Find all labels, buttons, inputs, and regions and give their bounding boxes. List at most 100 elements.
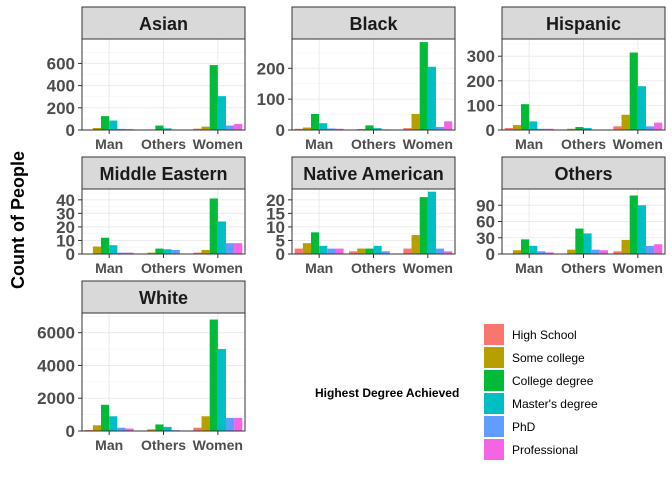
x-tick-label: Others xyxy=(561,260,606,276)
bar-middle-eastern-women-high-school xyxy=(193,252,202,254)
bar-white-man-college-degree xyxy=(101,404,110,431)
legend-key-professional xyxy=(484,439,504,460)
y-tick-label: 400 xyxy=(47,77,75,96)
bar-native-american-others-some-college xyxy=(357,248,366,254)
bar-native-american-women-college-degree xyxy=(419,197,428,254)
bar-white-man-some-college xyxy=(92,425,102,431)
panel-border xyxy=(501,188,666,255)
bar-middle-eastern-man-phd xyxy=(117,252,126,254)
bar-others-women-some-college xyxy=(621,239,630,254)
y-tick-label: 0 xyxy=(486,121,495,140)
bar-hispanic-women-college-degree xyxy=(629,52,638,131)
bar-white-others-college-degree xyxy=(155,424,164,431)
y-tick-label: 15 xyxy=(266,204,285,223)
bar-white-others-some-college xyxy=(147,429,156,431)
bar-native-american-others-high-school xyxy=(349,251,358,254)
y-tick-label: 0 xyxy=(66,245,75,264)
bar-native-american-women-master-s-degree xyxy=(427,191,436,254)
bar-hispanic-women-some-college xyxy=(621,114,630,130)
y-tick-label: 0 xyxy=(66,422,75,441)
bar-middle-eastern-others-phd xyxy=(171,249,180,254)
x-tick-label: Man xyxy=(305,260,333,276)
bar-white-others-master-s-degree xyxy=(163,426,172,431)
bar-native-american-man-high-school xyxy=(294,248,303,254)
y-tick-label: 300 xyxy=(467,47,495,66)
bar-asian-man-phd xyxy=(117,128,126,130)
panel-border xyxy=(501,38,666,131)
y-tick-label: 30 xyxy=(56,204,75,223)
y-tick-label: 20 xyxy=(266,191,285,210)
bar-middle-eastern-others-college-degree xyxy=(155,248,164,254)
bar-white-man-master-s-degree xyxy=(109,416,118,431)
x-tick-label: Others xyxy=(351,136,396,152)
y-tick-label: 5 xyxy=(276,231,285,250)
panel-hispanic: Hispanic 0 100 200 300 Man Others Women xyxy=(467,6,666,152)
strip-title-native-american: Native American xyxy=(303,164,443,184)
bar-black-man-high-school xyxy=(294,128,303,130)
bar-others-women-master-s-degree xyxy=(637,205,646,254)
bar-white-man-phd xyxy=(117,427,126,431)
bar-hispanic-others-some-college xyxy=(567,128,576,130)
panel-white: White 0 2000 4000 6000 Man Others Women xyxy=(37,280,246,453)
bar-black-women-phd xyxy=(435,126,445,130)
bar-hispanic-women-master-s-degree xyxy=(637,86,646,130)
bar-black-man-professional xyxy=(335,128,344,130)
bar-middle-eastern-others-some-college xyxy=(147,252,156,254)
y-tick-label: 0 xyxy=(66,121,75,140)
y-tick-label: 4000 xyxy=(37,356,75,375)
y-tick-label: 10 xyxy=(266,218,285,237)
x-tick-label: Women xyxy=(403,136,453,152)
bar-hispanic-others-master-s-degree xyxy=(583,128,592,130)
x-tick-label: Others xyxy=(351,260,396,276)
x-tick-label: Man xyxy=(515,260,543,276)
bar-middle-eastern-man-some-college xyxy=(92,246,102,254)
y-tick-label: 10 xyxy=(56,231,75,250)
legend: Highest Degree Achieved High School Some … xyxy=(315,324,598,460)
bar-middle-eastern-women-some-college xyxy=(201,249,210,254)
legend-label-some-college: Some college xyxy=(512,351,585,365)
y-axis-label: Count of People xyxy=(8,151,28,289)
x-tick-label: Women xyxy=(613,136,663,152)
bar-others-man-master-s-degree xyxy=(529,245,538,254)
bar-others-women-high-school xyxy=(613,251,622,254)
strip-hispanic xyxy=(501,6,666,40)
bar-asian-others-master-s-degree xyxy=(163,128,172,130)
panel-border xyxy=(81,188,246,255)
bar-hispanic-man-phd xyxy=(537,128,546,130)
bar-native-american-women-some-college xyxy=(411,235,420,254)
bar-hispanic-women-professional xyxy=(654,122,663,130)
panel-border xyxy=(291,188,456,255)
bar-native-american-women-professional xyxy=(444,251,453,254)
panel-black: Black 0 100 200 Man Others Women xyxy=(257,6,456,152)
bar-native-american-women-phd xyxy=(435,248,445,254)
bar-middle-eastern-others-master-s-degree xyxy=(163,249,172,254)
bar-native-american-man-phd xyxy=(327,248,336,254)
bar-white-women-high-school xyxy=(193,427,202,431)
bar-others-others-phd xyxy=(591,249,600,254)
strip-others xyxy=(501,156,666,190)
bar-white-man-professional xyxy=(125,428,134,431)
y-tick-label: 100 xyxy=(257,90,285,109)
bar-middle-eastern-women-master-s-degree xyxy=(217,221,226,254)
strip-title-white: White xyxy=(139,288,188,308)
strip-native-american xyxy=(291,156,456,190)
y-tick-label: 20 xyxy=(56,218,75,237)
y-tick-label: 6000 xyxy=(37,324,75,343)
bar-white-women-master-s-degree xyxy=(217,349,226,431)
strip-white xyxy=(81,280,246,314)
bar-asian-women-phd xyxy=(225,125,235,130)
bar-black-women-college-degree xyxy=(419,42,428,130)
y-tick-label: 90 xyxy=(476,196,495,215)
y-tick-label: 600 xyxy=(47,54,75,73)
bar-white-women-professional xyxy=(234,417,243,431)
bar-others-others-master-s-degree xyxy=(583,233,592,254)
bar-others-others-some-college xyxy=(567,249,576,254)
x-tick-label: Others xyxy=(561,136,606,152)
bar-hispanic-man-some-college xyxy=(512,125,522,130)
y-tick-label: 200 xyxy=(257,59,285,78)
